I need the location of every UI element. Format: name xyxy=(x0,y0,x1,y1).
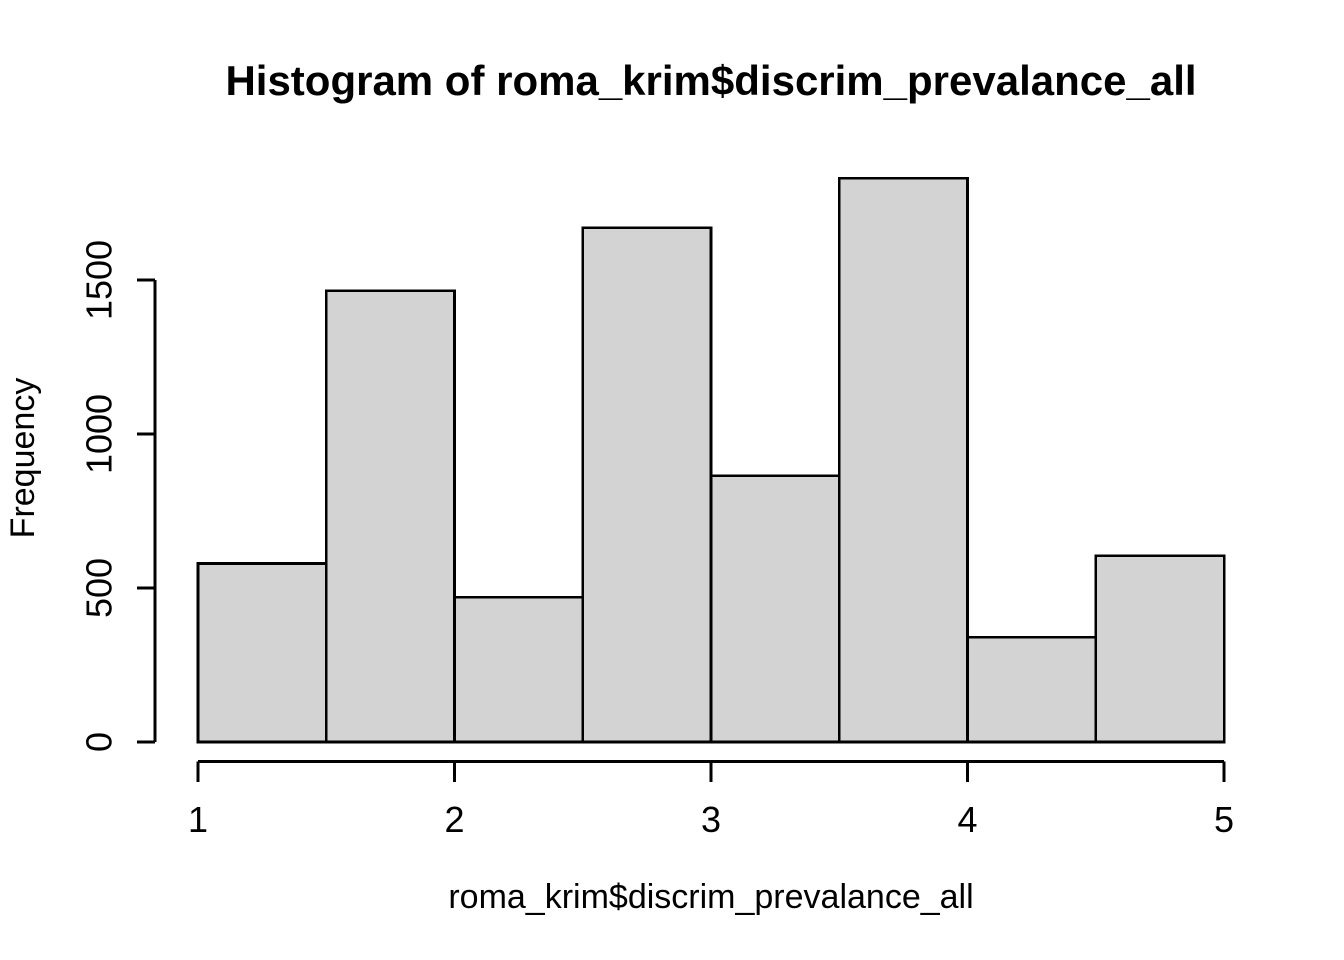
x-tick-label: 1 xyxy=(188,799,208,840)
histogram-bar xyxy=(709,474,841,744)
y-tick-label: 0 xyxy=(79,732,120,752)
x-axis-title: roma_krim$discrim_prevalance_all xyxy=(448,878,973,916)
y-axis-title: Frequency xyxy=(4,378,42,539)
x-tick-label: 2 xyxy=(444,799,464,840)
histogram-bar xyxy=(837,177,969,744)
x-tick-label: 3 xyxy=(701,799,721,840)
histogram-bar xyxy=(324,289,456,744)
y-tick-label: 1000 xyxy=(79,394,120,474)
histogram-bar xyxy=(1094,554,1226,744)
histogram-bar xyxy=(966,635,1098,744)
chart-title: Histogram of roma_krim$discrim_prevalanc… xyxy=(225,57,1196,104)
x-tick-label: 4 xyxy=(957,799,977,840)
chart-layer: 0 500 1000 1500 1 2 3 4 5 xyxy=(79,177,1234,840)
x-tick-label: 5 xyxy=(1214,799,1234,840)
y-tick-label: 1500 xyxy=(79,240,120,320)
y-tick-label: 500 xyxy=(79,558,120,618)
histogram-bar xyxy=(581,226,713,744)
histogram-bar xyxy=(196,562,328,744)
histogram-bar xyxy=(453,595,585,744)
